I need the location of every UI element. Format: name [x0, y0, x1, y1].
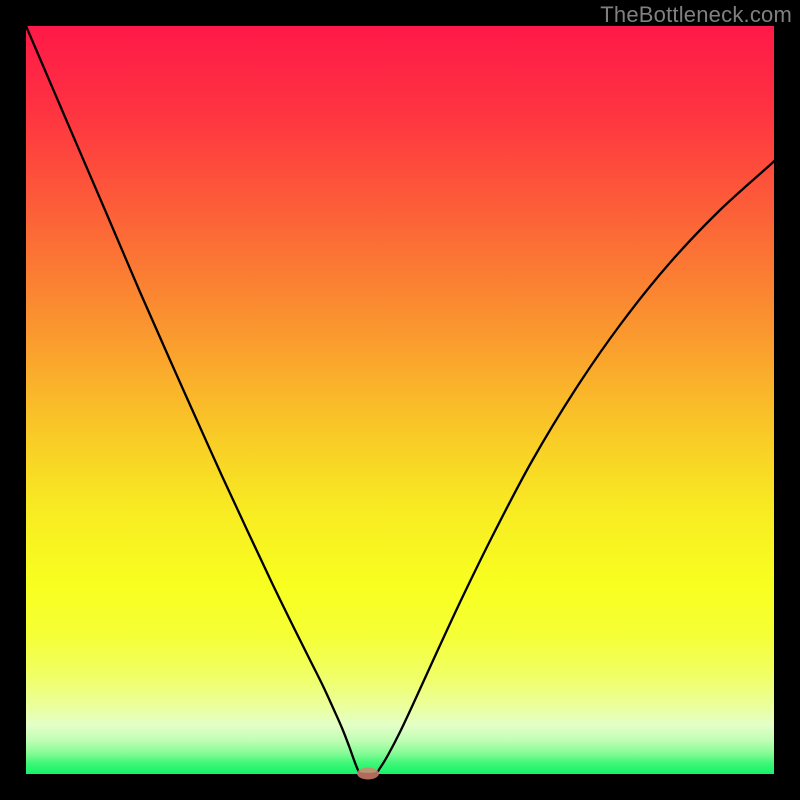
- trough-marker: [357, 768, 379, 780]
- attribution-text: TheBottleneck.com: [600, 2, 792, 28]
- plot-area: [26, 26, 774, 774]
- stage: TheBottleneck.com: [0, 0, 800, 800]
- chart-svg: [0, 0, 800, 800]
